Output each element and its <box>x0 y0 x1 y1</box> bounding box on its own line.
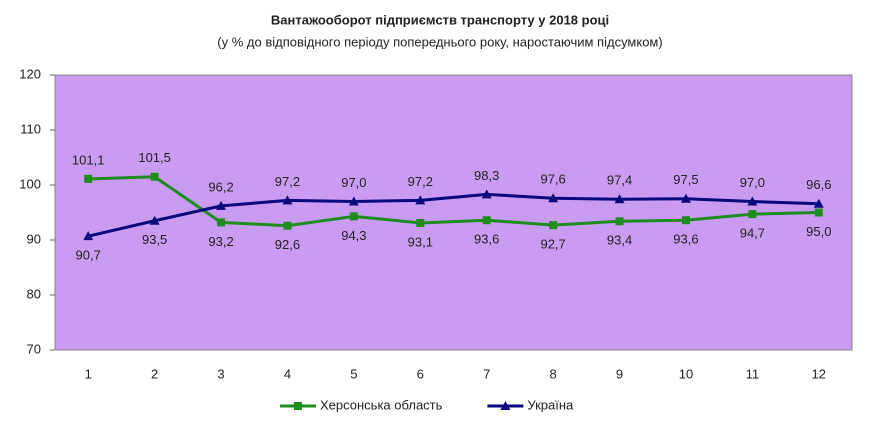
data-point <box>415 195 426 205</box>
data-point <box>416 218 425 227</box>
legend-label: Україна <box>527 397 574 412</box>
data-label: 93,4 <box>607 233 632 248</box>
data-point <box>283 221 292 230</box>
legend-marker <box>500 401 511 410</box>
data-label: 97,5 <box>673 172 698 187</box>
chart-title: Вантажооборот підприємств транспорту у 2… <box>271 12 609 27</box>
data-point <box>813 198 824 208</box>
data-point <box>814 208 823 217</box>
data-point <box>615 217 624 226</box>
data-point <box>680 193 691 203</box>
data-label: 101,5 <box>138 150 171 165</box>
x-tick-label: 10 <box>679 366 693 381</box>
data-point <box>83 231 94 241</box>
data-label: 93,1 <box>408 234 433 249</box>
series-line <box>87 192 819 238</box>
data-label: 93,6 <box>673 232 698 247</box>
data-label: 93,2 <box>208 234 233 249</box>
data-point <box>349 212 358 221</box>
data-point <box>282 195 293 205</box>
y-tick-label: 100 <box>19 176 41 191</box>
data-point <box>482 216 491 225</box>
data-point <box>84 174 93 183</box>
x-tick-label: 6 <box>417 366 424 381</box>
legend-label: Херсонська область <box>320 397 443 412</box>
x-tick-label: 9 <box>616 366 623 381</box>
data-label: 101,1 <box>72 152 105 167</box>
y-tick-label: 120 <box>19 66 41 81</box>
data-label: 92,6 <box>275 237 300 252</box>
data-point <box>748 210 757 219</box>
data-label: 94,3 <box>341 228 366 243</box>
data-label: 97,2 <box>408 174 433 189</box>
data-label: 96,2 <box>208 179 233 194</box>
data-label: 98,3 <box>474 168 499 183</box>
y-tick-label: 90 <box>27 231 41 246</box>
data-point <box>681 216 690 225</box>
y-tick-label: 110 <box>20 121 41 136</box>
x-tick-label: 8 <box>550 366 557 381</box>
data-point <box>481 189 492 199</box>
x-tick-label: 5 <box>350 366 357 381</box>
data-point <box>217 218 226 227</box>
data-label: 93,6 <box>474 232 499 247</box>
y-tick-label: 70 <box>27 341 41 356</box>
data-point <box>149 215 160 225</box>
x-tick-label: 11 <box>746 366 760 381</box>
data-label: 93,5 <box>142 232 167 247</box>
data-point <box>614 194 625 204</box>
y-tick-label: 80 <box>27 286 41 301</box>
data-point <box>216 200 227 210</box>
x-tick-label: 1 <box>85 366 92 381</box>
data-point <box>549 221 558 230</box>
plot-area <box>54 74 853 351</box>
series-line <box>88 175 819 228</box>
x-tick-label: 3 <box>217 366 224 381</box>
data-point <box>150 172 159 181</box>
data-label: 96,6 <box>806 177 831 192</box>
chart-subtitle: (у % до відповідного періоду попередньог… <box>217 34 662 49</box>
x-tick-label: 12 <box>812 366 826 381</box>
x-tick-label: 4 <box>284 366 291 381</box>
x-tick-label: 2 <box>151 366 158 381</box>
data-label: 90,7 <box>76 248 101 263</box>
data-point <box>348 196 359 206</box>
data-label: 97,0 <box>740 175 765 190</box>
data-label: 97,0 <box>341 175 366 190</box>
data-point <box>548 193 559 203</box>
data-label: 95,0 <box>806 224 831 239</box>
x-tick-label: 7 <box>483 366 490 381</box>
data-label: 97,2 <box>275 174 300 189</box>
data-point <box>747 196 758 206</box>
data-label: 94,7 <box>740 226 765 241</box>
data-label: 92,7 <box>540 237 565 252</box>
data-label: 97,6 <box>540 172 565 187</box>
data-label: 97,4 <box>607 173 632 188</box>
legend-marker <box>294 402 302 410</box>
